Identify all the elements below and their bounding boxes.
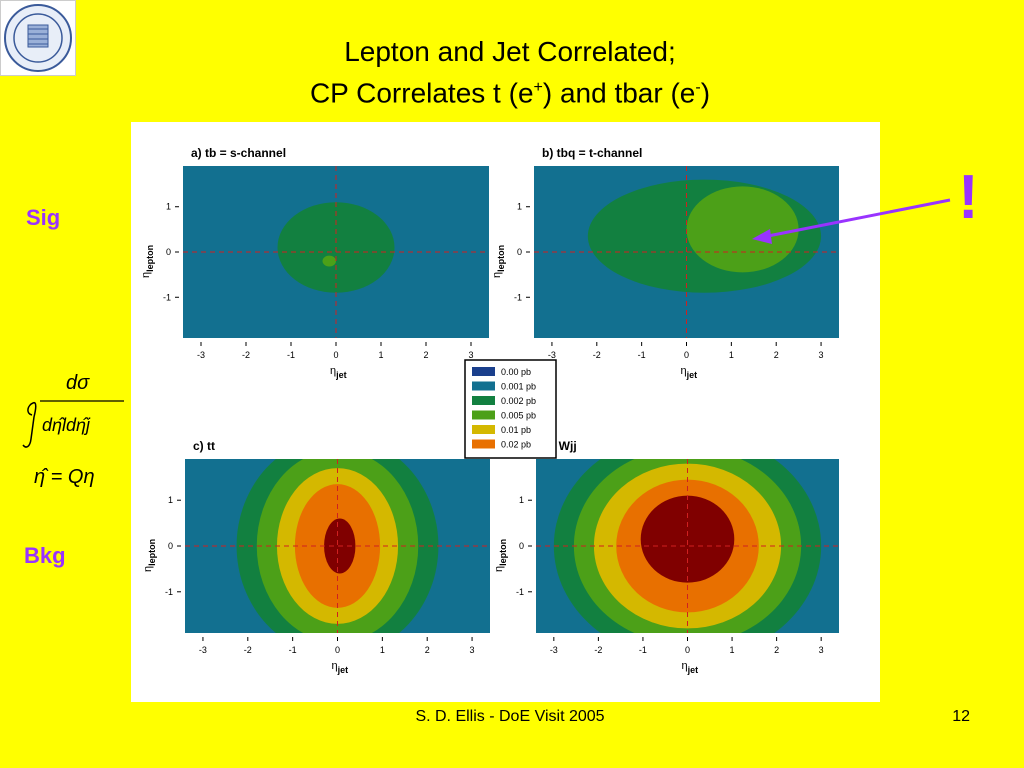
page-number: 12 bbox=[952, 708, 970, 725]
y-tick-label: 0 bbox=[519, 541, 524, 551]
x-tick-label: 3 bbox=[819, 645, 824, 655]
x-tick-label: -3 bbox=[548, 350, 556, 360]
x-tick-label: 3 bbox=[819, 350, 824, 360]
y-axis-label: ηlepton bbox=[491, 245, 506, 278]
x-tick-label: -3 bbox=[550, 645, 558, 655]
x-tick-label: -1 bbox=[638, 350, 646, 360]
legend-swatch bbox=[472, 381, 495, 391]
x-tick-label: -2 bbox=[593, 350, 601, 360]
legend-swatch bbox=[472, 439, 495, 449]
y-tick-label: 1 bbox=[519, 495, 524, 505]
y-axis-label: ηlepton bbox=[493, 539, 508, 572]
panel-title: b) tbq = t-channel bbox=[542, 146, 642, 160]
legend-swatch bbox=[472, 410, 495, 420]
formula-denominator: dη̂ldη̂j bbox=[42, 415, 91, 435]
x-tick-label: 1 bbox=[729, 350, 734, 360]
formula-numerator: dσ bbox=[66, 372, 90, 394]
x-tick-label: -3 bbox=[199, 645, 207, 655]
x-tick-label: 0 bbox=[685, 645, 690, 655]
x-tick-label: 3 bbox=[468, 350, 473, 360]
x-tick-label: 1 bbox=[730, 645, 735, 655]
x-axis-label: ηjet bbox=[332, 660, 349, 675]
x-tick-label: 2 bbox=[425, 645, 430, 655]
legend-label: 0.002 pb bbox=[501, 396, 536, 406]
y-tick-label: 1 bbox=[166, 202, 171, 212]
contour-region bbox=[640, 495, 735, 583]
university-seal-icon bbox=[0, 0, 76, 76]
x-axis-label: ηjet bbox=[330, 365, 347, 380]
legend-label: 0.001 pb bbox=[501, 382, 536, 392]
formula-relation: η̂ = Qη bbox=[34, 466, 95, 488]
sig-label: Sig bbox=[26, 205, 61, 230]
legend-label: 0.02 pb bbox=[501, 440, 531, 450]
x-tick-label: -1 bbox=[287, 350, 295, 360]
y-tick-label: -1 bbox=[165, 587, 173, 597]
x-tick-label: -1 bbox=[639, 645, 647, 655]
y-tick-label: 1 bbox=[168, 495, 173, 505]
x-tick-label: 1 bbox=[378, 350, 383, 360]
x-tick-label: 2 bbox=[423, 350, 428, 360]
contour-plots: a) tb = s-channel -3 -2 -1 0 1 2 3 1 0 -1 ηjet ηlept… bbox=[140, 146, 839, 675]
contour-region bbox=[686, 186, 799, 273]
x-tick-label: 1 bbox=[380, 645, 385, 655]
y-tick-label: -1 bbox=[516, 587, 524, 597]
y-tick-label: 0 bbox=[168, 541, 173, 551]
footer-text: S. D. Ellis - DoE Visit 2005 bbox=[415, 708, 605, 725]
legend-swatch bbox=[472, 396, 495, 405]
x-tick-label: -2 bbox=[594, 645, 602, 655]
y-tick-label: -1 bbox=[163, 292, 171, 302]
x-tick-label: 2 bbox=[774, 350, 779, 360]
x-tick-label: -2 bbox=[244, 645, 252, 655]
title-line-1: Lepton and Jet Correlated; bbox=[344, 36, 676, 67]
x-tick-label: 0 bbox=[335, 645, 340, 655]
exclamation-mark: ! bbox=[958, 163, 979, 232]
x-axis-label: ηjet bbox=[681, 365, 698, 380]
x-tick-label: 2 bbox=[774, 645, 779, 655]
y-axis-label: ηlepton bbox=[140, 245, 155, 278]
legend-swatch bbox=[472, 425, 495, 434]
legend-swatch bbox=[472, 367, 495, 376]
y-tick-label: 0 bbox=[166, 247, 171, 257]
y-tick-label: -1 bbox=[514, 292, 522, 302]
x-tick-label: -1 bbox=[289, 645, 297, 655]
legend-label: 0.005 pb bbox=[501, 411, 536, 421]
y-tick-label: 1 bbox=[517, 202, 522, 212]
y-tick-label: 0 bbox=[517, 247, 522, 257]
x-axis-label: ηjet bbox=[682, 660, 699, 675]
panel-title: a) tb = s-channel bbox=[191, 146, 286, 160]
title-line-2: CP Correlates t (e+) and tbar (e-) bbox=[309, 77, 711, 109]
x-tick-label: 0 bbox=[684, 350, 689, 360]
bkg-label: Bkg bbox=[24, 543, 66, 568]
contour-region bbox=[322, 255, 336, 267]
x-tick-label: -3 bbox=[197, 350, 205, 360]
panel-title: c) tt bbox=[193, 439, 215, 453]
legend-label: 0.01 pb bbox=[501, 425, 531, 435]
y-axis-label: ηlepton bbox=[142, 539, 157, 572]
cross-section-formula: dσ dη̂ldη̂j η̂ = Qη bbox=[22, 367, 132, 497]
x-tick-label: 3 bbox=[470, 645, 475, 655]
legend-label: 0.00 pb bbox=[501, 367, 531, 377]
contour-figure: a) tb = s-channel -3 -2 -1 0 1 2 3 1 0 -1 ηjet ηlept… bbox=[131, 122, 880, 702]
slide-title: Lepton and Jet Correlated; CP Correlates… bbox=[160, 34, 860, 111]
x-tick-label: 0 bbox=[333, 350, 338, 360]
x-tick-label: -2 bbox=[242, 350, 250, 360]
